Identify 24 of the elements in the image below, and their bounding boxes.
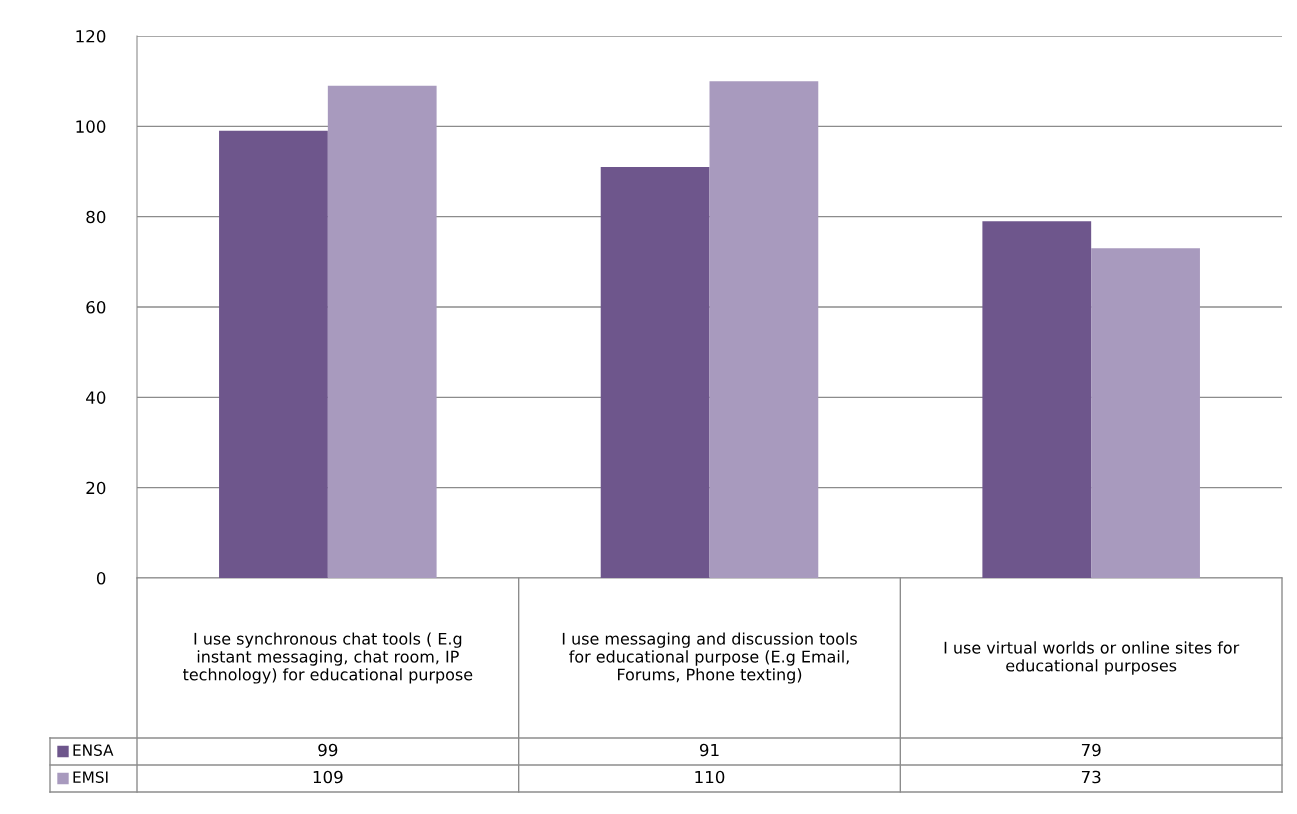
data-label: 79 bbox=[1081, 743, 1101, 757]
x-tick-label: I use virtual worlds or online sites for educational purposes bbox=[944, 641, 1240, 675]
bar bbox=[982, 221, 1092, 578]
data-label: 99 bbox=[318, 743, 338, 757]
data-label: 110 bbox=[695, 770, 725, 784]
data-label: 109 bbox=[313, 770, 343, 784]
x-tick-label: I use synchronous chat tools ( E.g instant messaging, chat room, IP technology) for educational purpose bbox=[183, 632, 473, 684]
y-tick-label: 60 bbox=[86, 300, 106, 314]
y-tick-label: 40 bbox=[86, 391, 106, 404]
legend-label: EMSI bbox=[73, 771, 108, 783]
bar bbox=[219, 130, 328, 578]
bar bbox=[709, 81, 819, 578]
data-label: 91 bbox=[699, 743, 719, 757]
data-label: 73 bbox=[1081, 770, 1101, 784]
y-tick-label: 120 bbox=[76, 29, 106, 43]
y-tick-label: 20 bbox=[86, 481, 106, 495]
bar bbox=[1091, 248, 1200, 578]
bar bbox=[600, 166, 710, 578]
y-tick-label: 0 bbox=[96, 571, 106, 585]
y-tick-label: 100 bbox=[76, 120, 106, 133]
bar bbox=[327, 85, 437, 578]
x-tick-label: I use messaging and discussion tools for educational purpose (E.g Email, Forums, Phone texting) bbox=[562, 632, 857, 684]
y-tick-label: 80 bbox=[86, 210, 106, 224]
legend-label: ENSA bbox=[73, 744, 114, 756]
